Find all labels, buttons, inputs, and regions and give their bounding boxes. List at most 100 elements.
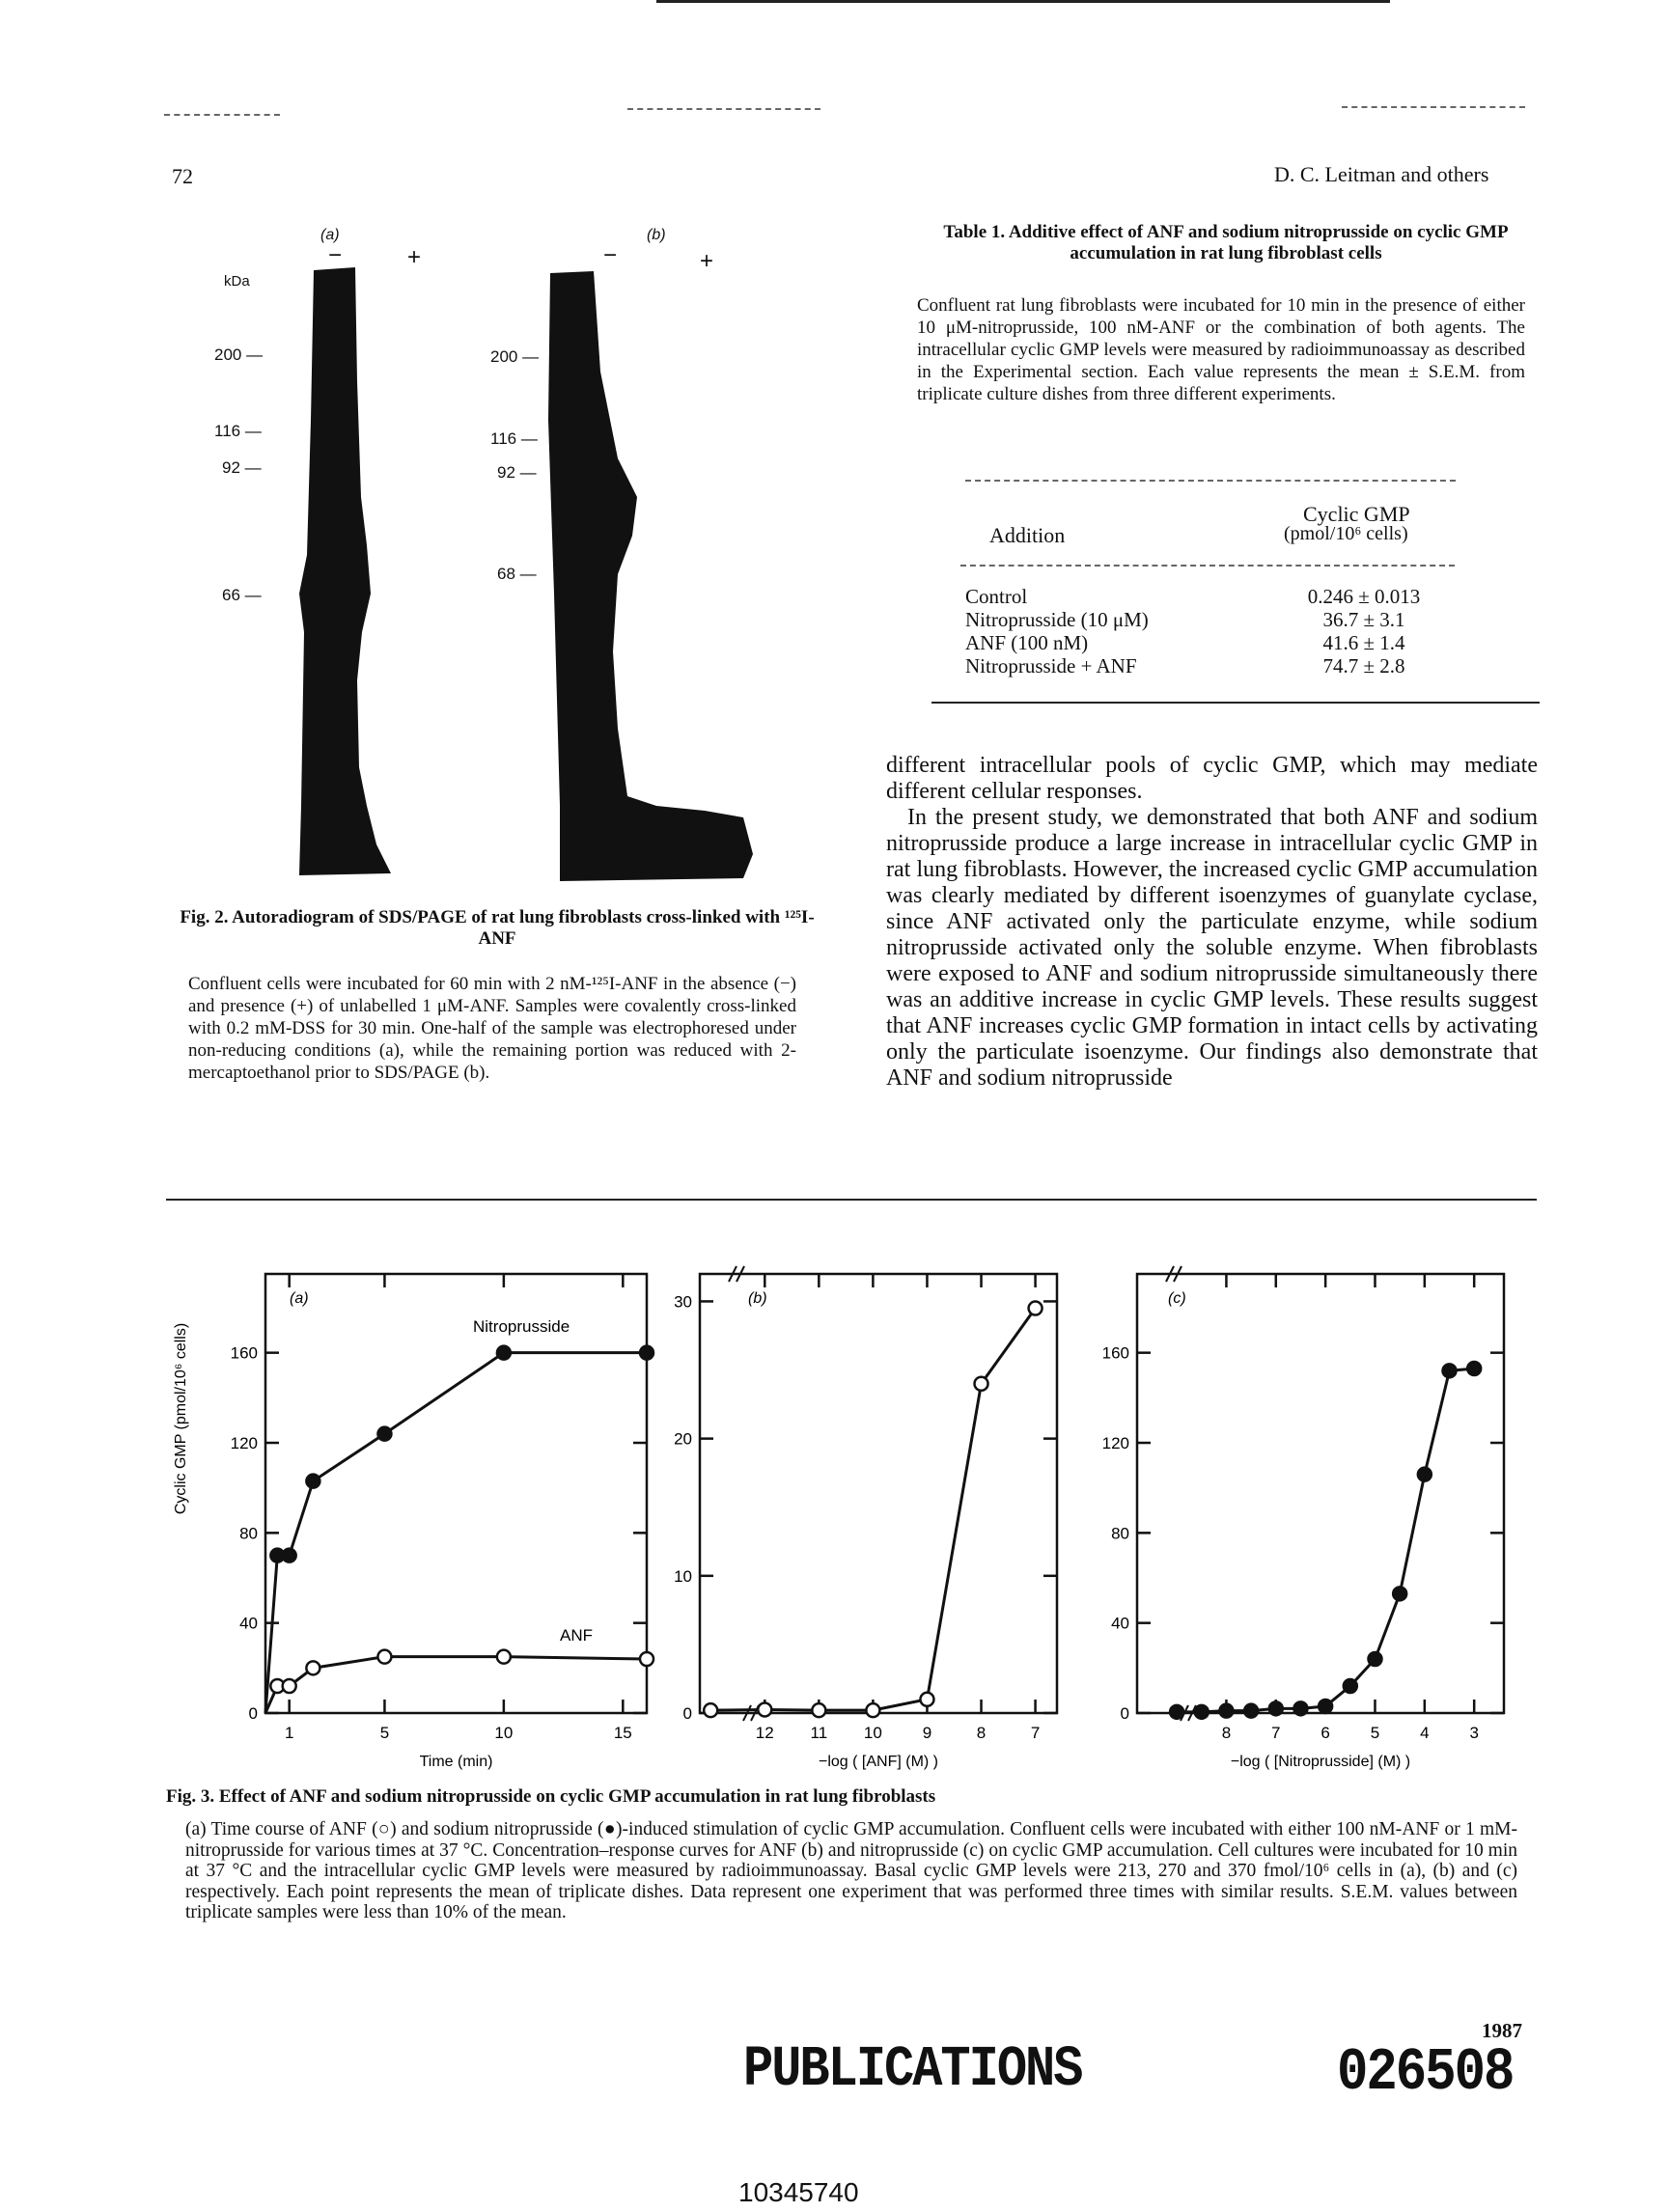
marker-116-b: 116 — bbox=[490, 429, 538, 448]
y-tick-label: 0 bbox=[249, 1704, 258, 1723]
fig2-autoradiogram: (a) (b) − + − + kDa 200 — 116 — 92 — 66 … bbox=[164, 227, 859, 888]
gel-lanes bbox=[299, 267, 753, 881]
body-paragraph-2: In the present study, we demonstrated th… bbox=[886, 805, 1538, 1091]
body-paragraph-1: different intracellular pools of cyclic … bbox=[886, 753, 1538, 804]
data-point bbox=[973, 1375, 989, 1392]
x-tick-label: 4 bbox=[1420, 1724, 1429, 1742]
plot-frame bbox=[264, 1272, 649, 1715]
axis-break-mark bbox=[736, 1265, 745, 1283]
data-point bbox=[1242, 1702, 1260, 1719]
table-row: Nitroprusside (10 μM) 36.7 ± 3.1 bbox=[965, 608, 1458, 631]
running-head: D. C. Leitman and others bbox=[1274, 162, 1489, 186]
marker-200-a: 200 — bbox=[214, 346, 264, 364]
data-point bbox=[1342, 1677, 1359, 1695]
y-tick-label: 40 bbox=[1111, 1615, 1129, 1633]
y-tick-label: 40 bbox=[239, 1615, 258, 1633]
data-point bbox=[811, 1701, 827, 1719]
data-point bbox=[1317, 1698, 1334, 1715]
x-tick-label: 8 bbox=[977, 1724, 986, 1742]
table1: Control 0.246 ± 0.013 Nitroprusside (10 … bbox=[965, 585, 1458, 677]
table-cell-addition: ANF (100 nM) bbox=[965, 631, 1089, 654]
series-line bbox=[710, 1307, 1037, 1712]
x-axis-label: Time (min) bbox=[420, 1754, 493, 1770]
page-number: 72 bbox=[172, 164, 193, 188]
x-tick-label: 1 bbox=[285, 1724, 293, 1742]
y-tick-label: 120 bbox=[1102, 1434, 1129, 1452]
plot-frame bbox=[1135, 1272, 1506, 1715]
table1-caption: Confluent rat lung fibroblasts were incu… bbox=[917, 295, 1525, 404]
footer-year: 1987 bbox=[1482, 2019, 1522, 2042]
gel-lane-b bbox=[548, 271, 753, 881]
gel-lane-a bbox=[299, 267, 391, 875]
x-tick-label: 5 bbox=[1371, 1724, 1379, 1742]
table1-col2-header-2: (pmol/10⁶ cells) bbox=[1284, 523, 1408, 544]
section-divider bbox=[166, 1199, 1537, 1201]
marker-116-a: 116 — bbox=[214, 422, 262, 440]
decorative-divider bbox=[164, 114, 280, 116]
fig3-title: Fig. 3. Effect of ANF and sodium nitropr… bbox=[166, 1786, 936, 1807]
axis-break-mark bbox=[1165, 1265, 1175, 1283]
table-row: ANF (100 nM) 41.6 ± 1.4 bbox=[965, 631, 1458, 654]
table-cell-value: 0.246 ± 0.013 bbox=[1307, 585, 1421, 608]
series-label: Nitroprusside bbox=[473, 1317, 570, 1336]
marker-68-b: 68 — bbox=[497, 565, 537, 583]
data-point bbox=[281, 1547, 297, 1563]
fig2-title: Fig. 2. Autoradiogram of SDS/PAGE of rat… bbox=[180, 907, 815, 949]
y-tick-label: 30 bbox=[674, 1292, 692, 1311]
axis-break-mark bbox=[728, 1265, 737, 1283]
y-tick-label: 80 bbox=[1111, 1524, 1129, 1542]
data-point bbox=[1416, 1466, 1433, 1482]
data-point bbox=[1391, 1586, 1408, 1602]
panel-label: (a) bbox=[290, 1290, 309, 1307]
plot-frame bbox=[698, 1272, 1059, 1715]
scan-artifact-lines bbox=[0, 0, 1668, 10]
table1-title: Table 1. Additive effect of ANF and sodi… bbox=[943, 222, 1509, 263]
table1-col1-header: Addition bbox=[989, 523, 1066, 547]
data-point bbox=[1168, 1703, 1185, 1721]
data-point bbox=[1367, 1650, 1383, 1668]
data-point bbox=[281, 1677, 297, 1695]
table-cell-addition: Control bbox=[965, 585, 1028, 608]
y-tick-label: 10 bbox=[674, 1567, 692, 1586]
decorative-divider bbox=[627, 108, 820, 110]
y-tick-label: 160 bbox=[231, 1344, 258, 1363]
y-tick-label: 0 bbox=[1121, 1704, 1129, 1723]
data-point bbox=[1441, 1363, 1458, 1379]
fig2-plus-a: + bbox=[407, 244, 422, 270]
x-tick-label: 10 bbox=[494, 1724, 513, 1742]
decorative-divider bbox=[1342, 106, 1525, 108]
x-axis-label: −log ( [Nitroprusside] (M) ) bbox=[1231, 1754, 1410, 1770]
fig3-panel-c: 0 40 80 120 160 8 7 6 5 4 3 (c) −log ( [Nitroprussid… bbox=[1102, 1265, 1506, 1770]
series-label: ANF bbox=[560, 1626, 593, 1645]
y-tick-label: 0 bbox=[683, 1704, 692, 1723]
fig2-minus-a: − bbox=[328, 242, 343, 268]
data-point bbox=[1193, 1703, 1210, 1721]
table-cell-value: 41.6 ± 1.4 bbox=[1322, 631, 1405, 654]
footer-publications: PUBLICATIONS bbox=[743, 2036, 1083, 2103]
series-line bbox=[264, 1655, 648, 1714]
x-axis-label: −log ( [ANF] (M) ) bbox=[819, 1754, 938, 1770]
fig2-panel-b-label: (b) bbox=[647, 227, 666, 243]
data-point bbox=[1293, 1700, 1309, 1717]
data-point bbox=[495, 1344, 513, 1361]
data-point bbox=[1267, 1700, 1285, 1717]
panel-label: (b) bbox=[748, 1290, 767, 1307]
axis-break-mark bbox=[742, 1704, 752, 1722]
x-tick-label: 9 bbox=[923, 1724, 931, 1742]
fig2-panel-a-label: (a) bbox=[320, 227, 340, 243]
table-cell-addition: Nitroprusside + ANF bbox=[965, 654, 1137, 677]
table1-top-rule bbox=[965, 480, 1456, 482]
data-point bbox=[638, 1650, 655, 1668]
data-point bbox=[702, 1701, 719, 1719]
data-point bbox=[376, 1648, 393, 1665]
data-point bbox=[757, 1701, 773, 1718]
x-tick-label: 5 bbox=[380, 1724, 389, 1742]
marker-92-a: 92 — bbox=[222, 458, 262, 477]
panel-label: (c) bbox=[1168, 1290, 1186, 1307]
data-point bbox=[919, 1691, 935, 1708]
marker-92-b: 92 — bbox=[497, 463, 537, 482]
table1-col2-header-1: Cyclic GMP bbox=[1303, 502, 1410, 526]
fig3-ylabel: Cyclic GMP (pmol/10⁶ cells) bbox=[173, 1323, 189, 1514]
fig3-panel-b: 0 10 20 30 12 11 10 9 8 7 (b) −log ( [ANF] (M) ) bbox=[674, 1265, 1059, 1770]
